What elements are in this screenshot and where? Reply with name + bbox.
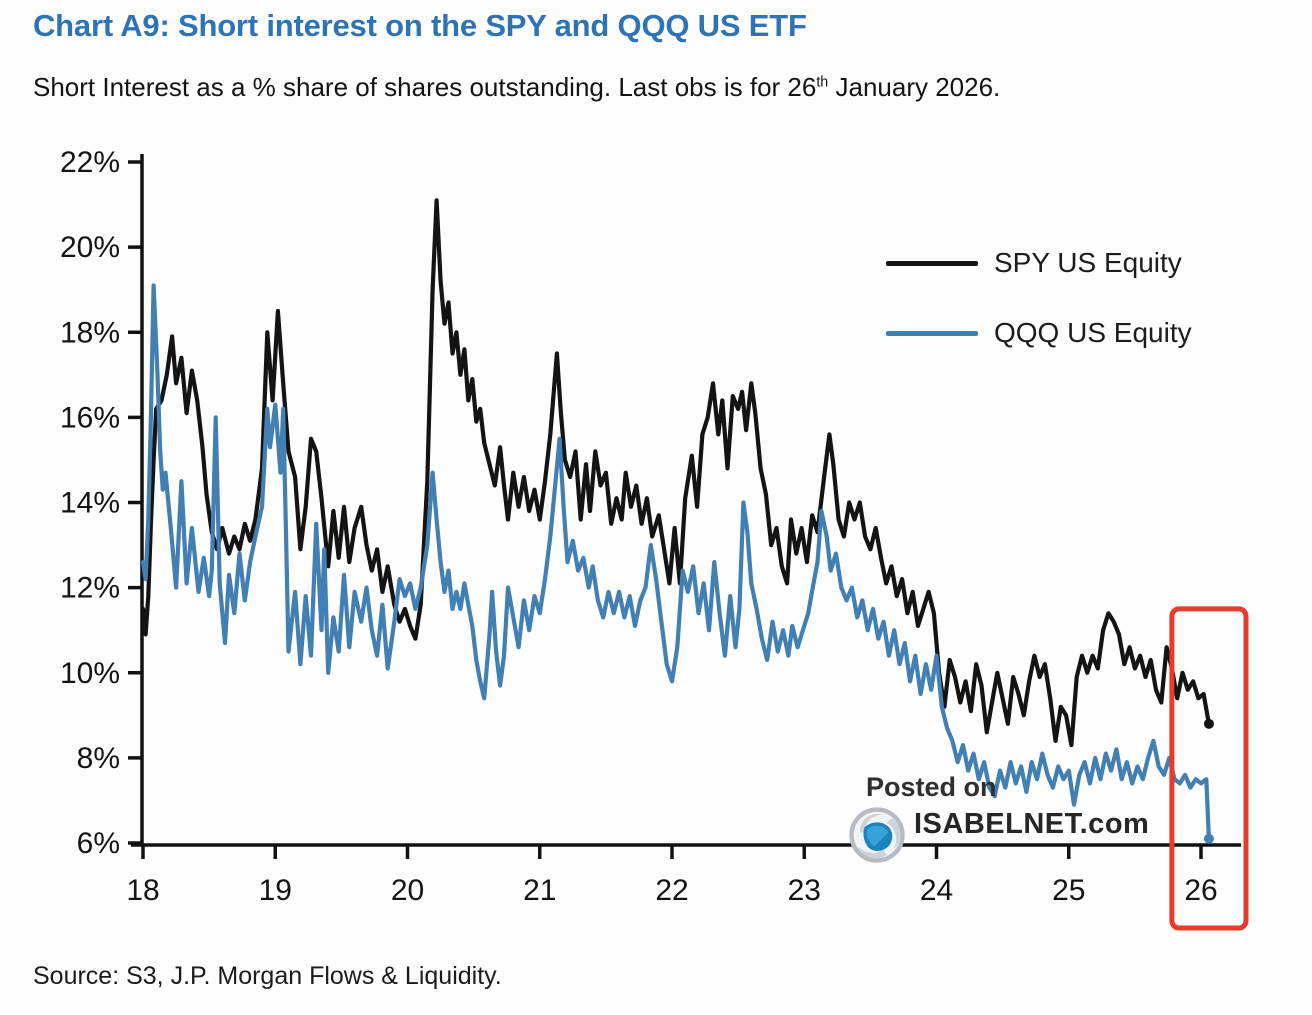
highlight-box: [1169, 606, 1249, 931]
legend-item-spy: SPY US Equity: [886, 240, 1192, 286]
legend-label-qqq: QQQ US Equity: [994, 317, 1192, 348]
x-tick-label: 26: [1184, 874, 1217, 907]
spy-line-swatch: [886, 260, 978, 266]
y-tick-label: 12%: [60, 572, 120, 605]
source-line: Source: S3, J.P. Morgan Flows & Liquidit…: [33, 962, 502, 990]
y-tick-label: 14%: [60, 487, 120, 520]
y-tick-label: 10%: [60, 657, 120, 690]
x-tick-label: 19: [259, 874, 292, 907]
y-tick-label: 18%: [60, 316, 120, 349]
chart-subtitle: Short Interest as a % share of shares ou…: [33, 72, 1000, 103]
spy-line: [140, 198, 1212, 748]
legend-item-qqq: QQQ US Equity: [886, 310, 1192, 356]
y-tick-label: 22%: [60, 146, 120, 179]
spy-line-endpoint: [1203, 718, 1214, 729]
x-tick-label: 20: [391, 874, 424, 907]
legend-label-spy: SPY US Equity: [994, 247, 1182, 278]
x-tick-label: 18: [126, 874, 159, 907]
x-tick-label: 21: [523, 874, 556, 907]
y-tick-label: 16%: [60, 401, 120, 434]
x-tick-label: 24: [920, 874, 953, 907]
y-tick-label: 8%: [77, 742, 120, 775]
x-tick-label: 22: [655, 874, 688, 907]
y-tick-label: 6%: [77, 827, 120, 860]
subtitle-text: Short Interest as a % share of shares ou…: [33, 72, 817, 102]
qqq-line-endpoint: [1203, 833, 1214, 844]
x-tick-label: 23: [788, 874, 821, 907]
chart-legend: SPY US Equity QQQ US Equity: [886, 240, 1192, 380]
qqq-line-swatch: [886, 330, 978, 336]
subtitle-superscript: th: [816, 74, 829, 91]
y-tick-label: 20%: [60, 231, 120, 264]
subtitle-text-end: January 2026.: [828, 72, 1001, 102]
qqq-line: [140, 283, 1212, 841]
page-title: Chart A9: Short interest on the SPY and …: [33, 8, 807, 43]
x-tick-label: 25: [1052, 874, 1085, 907]
